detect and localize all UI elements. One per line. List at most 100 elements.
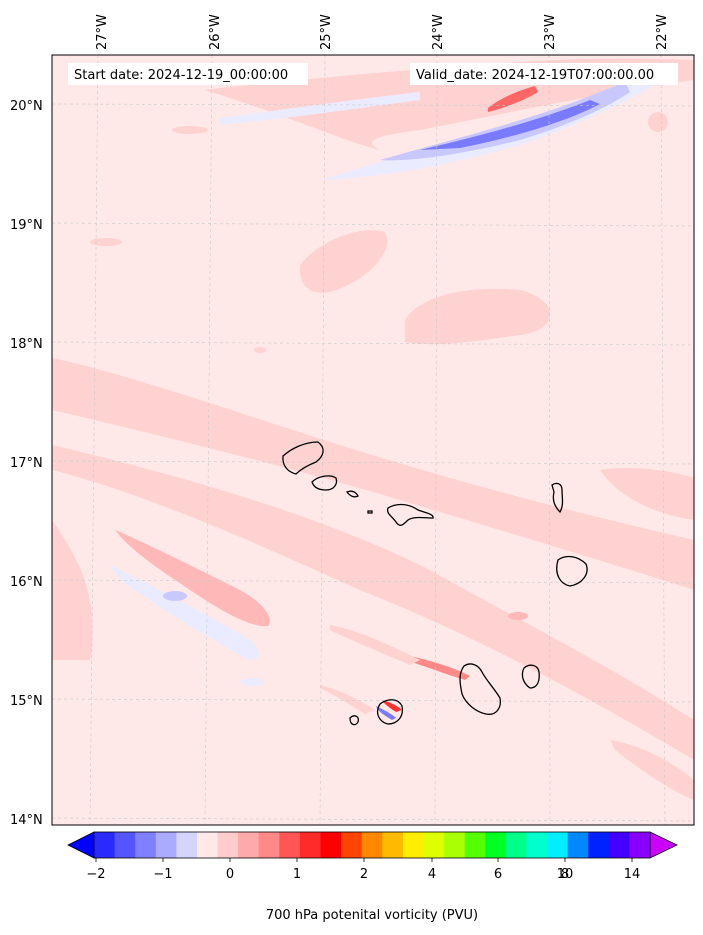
- lat-label-18n: 18°N: [10, 337, 43, 352]
- pv-patch-east: [600, 467, 694, 520]
- colorbar-swatch: [608, 832, 630, 858]
- island-brava: [349, 715, 360, 726]
- island-sao-nicolau: [386, 503, 434, 526]
- pv-blue-streak-sw: [110, 565, 259, 660]
- pv-patch-small-1: [508, 612, 528, 620]
- start-date-box: [68, 63, 308, 85]
- pv-dipole-blue-2: [376, 706, 396, 720]
- island-santiago: [459, 663, 502, 715]
- island-maio: [521, 664, 540, 689]
- cb-tick-label: −2: [86, 867, 105, 882]
- start-date-text: Start date: 2024-12-19_00:00:00: [74, 68, 288, 83]
- lon-label-23w: 23°W: [543, 14, 558, 50]
- date-header: Start date: 2024-12-19_00:00:00 Valid_da…: [68, 63, 678, 85]
- coastlines: [282, 441, 588, 726]
- colorbar-swatch: [238, 832, 260, 858]
- island-razo: [367, 510, 373, 514]
- lat-label-16n: 16°N: [10, 575, 43, 590]
- pv-patch-se-pink: [610, 740, 694, 800]
- colorbar-swatch: [402, 832, 424, 858]
- cb-tick-label: 6: [494, 867, 502, 882]
- island-santa-luzia: [345, 490, 359, 498]
- pv-patch-small-2: [330, 625, 420, 665]
- colorbar-title: 700 hPa potenital vorticity (PVU): [266, 908, 478, 923]
- pv-patch-small-3: [320, 685, 375, 714]
- cb-tick-label: 0: [226, 867, 234, 882]
- pv-blue-spot-sw: [163, 591, 187, 601]
- pv-dipole-red-1: [405, 655, 470, 680]
- cb-tick-label: 1: [293, 867, 301, 882]
- colorbar-swatch: [196, 832, 219, 858]
- pv-streak-top-blue: [220, 92, 420, 125]
- colorbar-swatch: [567, 832, 589, 858]
- colorbar-swatch: [464, 832, 486, 858]
- lat-label-19n: 19°N: [10, 218, 43, 233]
- island-boa-vista: [556, 555, 588, 587]
- colorbar-frame: [93, 831, 651, 859]
- colorbar-swatch: [279, 832, 301, 858]
- pv-patch-north-1: [299, 230, 388, 293]
- pv-patch-small-4: [240, 678, 264, 686]
- pv-patch-sw: [52, 520, 93, 660]
- lon-label-27w: 27°W: [95, 14, 110, 50]
- pv-patch-north-5: [648, 112, 668, 132]
- colorbar-extend-low: [67, 831, 95, 859]
- lon-label-22w: 22°W: [655, 14, 670, 50]
- latitude-labels: 20°N 19°N 18°N 17°N 16°N 15°N 14°N: [10, 99, 43, 828]
- lat-label-14n: 14°N: [10, 813, 43, 828]
- colorbar-extend-high: [649, 831, 678, 859]
- colorbar-tick-labels: −2 −1 0 1 2 4 6 8 10 14: [86, 867, 640, 882]
- island-sal: [551, 482, 564, 514]
- island-santo-antao: [282, 441, 324, 475]
- colorbar-swatch: [547, 832, 569, 858]
- colorbar-swatch: [444, 832, 466, 858]
- valid-date-box: [410, 63, 678, 85]
- pv-band-upper: [52, 358, 694, 590]
- lat-label-20n: 20°N: [10, 99, 43, 114]
- colorbar-swatch: [320, 832, 342, 858]
- pv-band-lower: [52, 445, 694, 760]
- cb-tick-label: 10: [557, 867, 574, 882]
- lon-label-24w: 24°W: [431, 14, 446, 50]
- colorbar-swatch: [382, 832, 404, 858]
- colorbar-swatch: [299, 832, 322, 858]
- pv-patch-north-2: [405, 288, 550, 345]
- colorbar-swatch: [94, 832, 116, 858]
- colorbar-swatch: [217, 832, 239, 858]
- cb-tick-label: −1: [153, 867, 172, 882]
- lat-label-15n: 15°N: [10, 694, 43, 709]
- colorbar-swatch: [135, 832, 157, 858]
- colorbar-swatch: [361, 832, 383, 858]
- cb-tick-label: 8: [561, 867, 569, 882]
- valid-date-text: Valid_date: 2024-12-19T07:00:00.00: [416, 68, 654, 83]
- lon-label-26w: 26°W: [208, 14, 223, 50]
- pv-patch-top-left: [172, 126, 208, 134]
- cb-tick-label: 4: [428, 867, 436, 882]
- colorbar-swatch: [485, 832, 507, 858]
- island-fogo: [376, 699, 404, 725]
- map-frame: [51, 54, 695, 826]
- cb-tick-label: 14: [624, 867, 641, 882]
- pv-patch-north-3: [90, 238, 122, 246]
- pv-blob-sw: [115, 530, 270, 627]
- colorbar-swatch: [258, 832, 280, 858]
- colorbar-swatches: [67, 831, 678, 859]
- gridlines: [52, 55, 694, 825]
- pv-jet-core: [420, 100, 600, 150]
- colorbar-swatch: [505, 832, 527, 858]
- colorbar-swatch: [341, 832, 363, 858]
- lon-label-25w: 25°W: [319, 14, 334, 50]
- colorbar-swatch: [176, 832, 198, 858]
- map-panel: [52, 55, 694, 825]
- cb-tick-label: 2: [360, 867, 368, 882]
- colorbar-ticks: [95, 858, 633, 862]
- longitude-labels: 27°W 26°W 25°W 24°W 23°W 22°W: [95, 14, 670, 50]
- colorbar-swatch: [114, 832, 136, 858]
- pv-patch-north-4: [254, 347, 266, 353]
- colorbar-swatch: [526, 832, 548, 858]
- island-sao-vicente: [311, 475, 338, 491]
- colorbar-swatch: [423, 832, 445, 858]
- lat-label-17n: 17°N: [10, 456, 43, 471]
- colorbar-swatch: [629, 832, 651, 858]
